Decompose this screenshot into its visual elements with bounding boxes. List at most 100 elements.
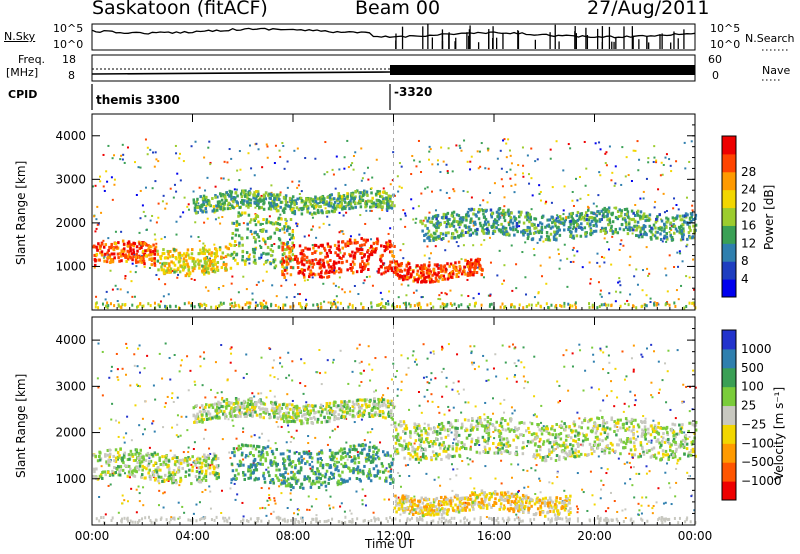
scatter-cell: [685, 196, 688, 199]
scatter-cell: [542, 425, 545, 428]
echo-cell: [126, 244, 130, 248]
echo-cell: [153, 263, 157, 267]
scatter-cell: [142, 504, 145, 507]
echo-cell: [292, 206, 295, 210]
scatter-cell: [470, 350, 473, 353]
scatter-cell: [581, 432, 584, 435]
echo-cell: [460, 232, 463, 236]
echo-cell: [320, 209, 323, 213]
near-range-cell: [504, 305, 507, 309]
scatter-cell: [305, 259, 308, 262]
echo-cell: [322, 200, 325, 204]
scatter-cell: [167, 479, 170, 482]
scatter-cell: [645, 294, 648, 297]
echo-cell: [318, 266, 322, 270]
echo-cell: [380, 272, 383, 276]
scatter-cell: [610, 179, 613, 182]
scatter-cell: [338, 211, 341, 214]
scatter-cell: [473, 487, 476, 490]
echo-cell: [453, 236, 456, 240]
echo-cell: [427, 274, 430, 278]
echo-cell: [583, 214, 587, 218]
scatter-cell: [109, 483, 112, 486]
echo-cell: [626, 210, 630, 214]
echo-cell: [309, 202, 313, 206]
scatter-cell: [182, 160, 185, 163]
echo-cell: [254, 238, 257, 242]
scatter-cell: [255, 283, 258, 286]
echo-cell: [152, 249, 155, 253]
near-range-cell: [334, 302, 337, 306]
scatter-cell: [286, 160, 289, 163]
echo-cell: [289, 204, 292, 208]
echo-cell: [380, 200, 384, 204]
echo-cell: [427, 264, 431, 268]
scatter-cell: [426, 245, 429, 248]
scatter-cell: [399, 218, 402, 221]
scatter-cell: [110, 370, 113, 373]
scatter-cell: [333, 460, 336, 463]
scatter-cell: [660, 229, 663, 232]
scatter-cell: [434, 377, 437, 380]
scatter-cell: [116, 288, 119, 291]
echo-cell: [551, 225, 554, 229]
scatter-cell: [364, 222, 367, 225]
scatter-cell: [561, 500, 564, 503]
echo-cell: [206, 202, 209, 206]
scatter-cell: [436, 159, 439, 162]
scatter-cell: [672, 207, 675, 210]
scatter-cell: [279, 155, 282, 158]
scatter-cell: [157, 202, 160, 205]
scatter-cell: [272, 510, 275, 513]
echo-cell: [473, 220, 477, 224]
echo-cell: [281, 245, 285, 249]
echo-cell: [283, 225, 286, 229]
echo-cell: [278, 193, 282, 197]
echo-cell: [457, 271, 461, 275]
echo-cell: [366, 249, 370, 253]
echo-cell: [114, 459, 118, 463]
scatter-cell: [400, 186, 403, 189]
echo-cell: [284, 194, 288, 198]
colorbar-frame: [721, 135, 737, 298]
echo-cell: [199, 205, 202, 209]
near-range-cell: [376, 303, 379, 307]
scatter-cell: [247, 152, 250, 155]
scatter-cell: [261, 432, 264, 435]
echo-cell: [361, 260, 364, 264]
echo-cell: [318, 275, 322, 279]
scatter-cell: [277, 378, 280, 381]
nsearch-tick-bottom: 10^0: [710, 38, 741, 51]
echo-cell: [321, 197, 324, 201]
echo-cell: [226, 203, 230, 207]
echo-cell: [439, 264, 443, 268]
scatter-cell: [439, 170, 442, 173]
scatter-cell: [404, 225, 407, 228]
scatter-cell: [458, 144, 461, 147]
echo-cell: [352, 196, 355, 200]
echo-cell: [152, 463, 155, 467]
near-range-cell: [674, 304, 677, 308]
scatter-cell: [322, 222, 325, 225]
scatter-cell: [113, 178, 116, 181]
echo-cell: [436, 224, 440, 228]
scatter-cell: [688, 410, 691, 413]
echo-cell: [332, 203, 336, 207]
echo-cell: [110, 258, 114, 262]
near-range-cell: [468, 303, 471, 307]
scatter-cell: [315, 514, 318, 517]
scatter-cell: [431, 400, 434, 403]
echo-cell: [500, 222, 503, 226]
scatter-cell: [613, 206, 616, 209]
echo-cell: [583, 226, 587, 230]
echo-cell: [232, 250, 236, 254]
scatter-cell: [603, 261, 606, 264]
echo-cell: [196, 258, 200, 262]
scatter-cell: [370, 238, 373, 241]
echo-cell: [383, 244, 386, 248]
scatter-cell: [320, 459, 323, 462]
near-range-cell: [441, 302, 444, 306]
echo-cell: [663, 227, 666, 231]
scatter-cell: [162, 194, 165, 197]
scatter-cell: [655, 161, 658, 164]
